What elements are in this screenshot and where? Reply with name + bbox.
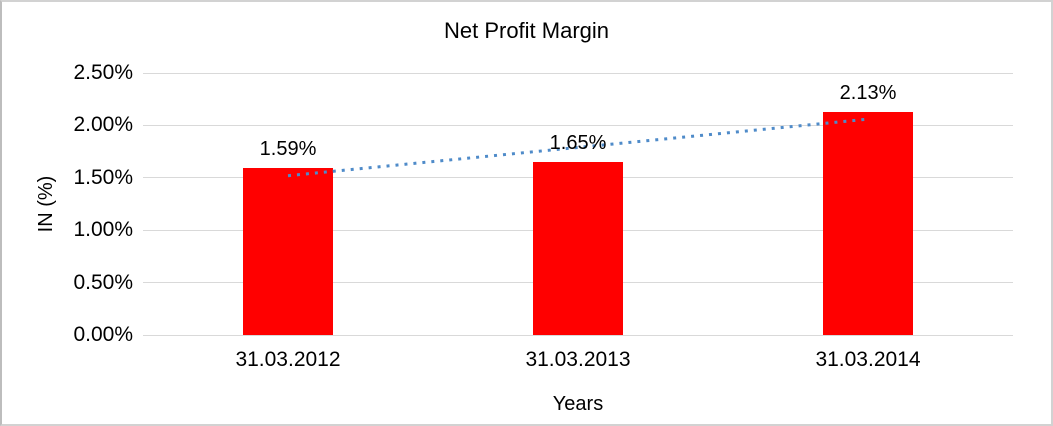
x-axis-tick-label: 31.03.2014 xyxy=(815,348,921,371)
trendline-svg xyxy=(287,117,869,178)
y-axis-tick-label: 2.50% xyxy=(73,61,133,84)
bar xyxy=(823,111,913,335)
y-axis-tick-label: 2.00% xyxy=(73,113,133,137)
gridline xyxy=(143,124,1013,126)
x-axis-tick-label: 31.03.2012 xyxy=(235,348,341,371)
x-axis-tick-label: 31.03.2013 xyxy=(525,348,631,371)
bar-value-label: 1.59% xyxy=(259,138,317,161)
bar-value-label: 2.13% xyxy=(839,81,897,104)
y-axis-tick-label: 1.00% xyxy=(73,218,133,242)
bar-value-label: 1.65% xyxy=(549,132,607,155)
bar xyxy=(243,168,333,335)
gridline xyxy=(143,72,1013,74)
chart-title: Net Profit Margin xyxy=(443,18,610,43)
bar xyxy=(533,162,623,335)
y-axis-tick-label: 0.50% xyxy=(73,270,133,294)
y-axis-title: IN (%) xyxy=(35,175,57,233)
y-axis-tick-label: 0.00% xyxy=(73,323,133,346)
gridline xyxy=(143,334,1013,336)
x-axis-title: Years xyxy=(552,393,604,415)
y-axis-tick-label: 1.50% xyxy=(73,165,133,189)
